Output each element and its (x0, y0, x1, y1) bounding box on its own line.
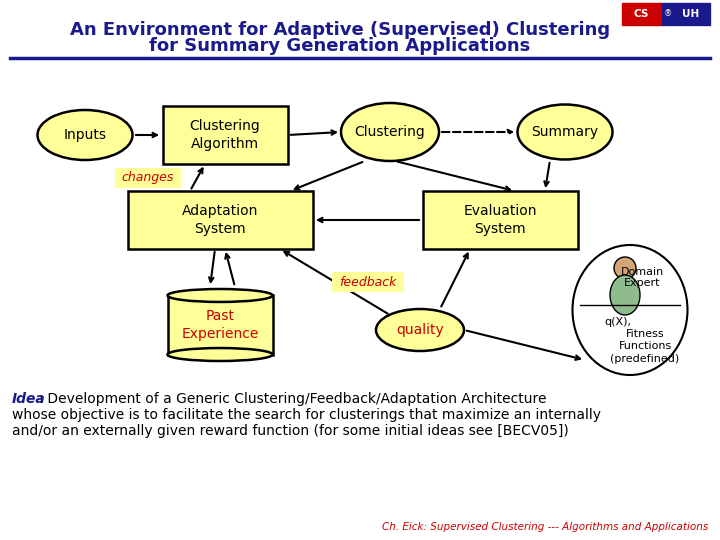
Text: for Summary Generation Applications: for Summary Generation Applications (149, 37, 531, 55)
Text: Development of a Generic Clustering/Feedback/Adaptation Architecture: Development of a Generic Clustering/Feed… (43, 392, 546, 406)
Ellipse shape (518, 105, 613, 159)
FancyBboxPatch shape (115, 168, 181, 188)
Text: q(X),: q(X), (605, 317, 631, 327)
FancyBboxPatch shape (127, 191, 312, 249)
Ellipse shape (341, 103, 439, 161)
Text: Fitness: Fitness (626, 329, 665, 339)
Text: Algorithm: Algorithm (191, 137, 259, 151)
Text: Adaptation: Adaptation (182, 204, 258, 218)
FancyBboxPatch shape (163, 106, 287, 164)
Ellipse shape (614, 257, 636, 279)
Text: Summary: Summary (531, 125, 598, 139)
Text: System: System (474, 222, 526, 236)
Text: Experience: Experience (181, 327, 258, 341)
Text: System: System (194, 222, 246, 236)
Ellipse shape (610, 275, 640, 315)
Text: Evaluation: Evaluation (463, 204, 536, 218)
Text: Inputs: Inputs (63, 128, 107, 142)
Text: :: : (38, 392, 42, 406)
FancyBboxPatch shape (423, 191, 577, 249)
Bar (622, 3, 662, 25)
Text: Past: Past (205, 309, 235, 323)
FancyBboxPatch shape (332, 272, 404, 292)
Text: UH: UH (682, 9, 699, 19)
Text: Functions: Functions (618, 341, 672, 351)
Text: An Environment for Adaptive (Supervised) Clustering: An Environment for Adaptive (Supervised)… (70, 21, 610, 39)
Text: quality: quality (396, 323, 444, 337)
Text: Clustering: Clustering (189, 119, 261, 133)
Text: Clustering: Clustering (355, 125, 426, 139)
Text: Expert: Expert (624, 278, 660, 288)
Ellipse shape (168, 289, 272, 302)
Text: whose objective is to facilitate the search for clusterings that maximize an int: whose objective is to facilitate the sea… (12, 408, 601, 422)
Text: CS: CS (634, 9, 649, 19)
Text: ®: ® (664, 10, 672, 18)
Ellipse shape (376, 309, 464, 351)
Text: feedback: feedback (339, 275, 397, 288)
Ellipse shape (37, 110, 132, 160)
Bar (168, 295, 272, 355)
Text: Ch. Eick: Supervised Clustering --- Algorithms and Applications: Ch. Eick: Supervised Clustering --- Algo… (382, 522, 708, 532)
Text: changes: changes (122, 172, 174, 185)
Text: Domain: Domain (621, 267, 664, 277)
Text: and/or an externally given reward function (for some initial ideas see [BECV05]): and/or an externally given reward functi… (12, 424, 569, 438)
Bar (662, 3, 710, 25)
Text: Idea: Idea (12, 392, 46, 406)
Ellipse shape (168, 348, 272, 361)
Text: (predefined): (predefined) (611, 354, 680, 364)
Ellipse shape (572, 245, 688, 375)
